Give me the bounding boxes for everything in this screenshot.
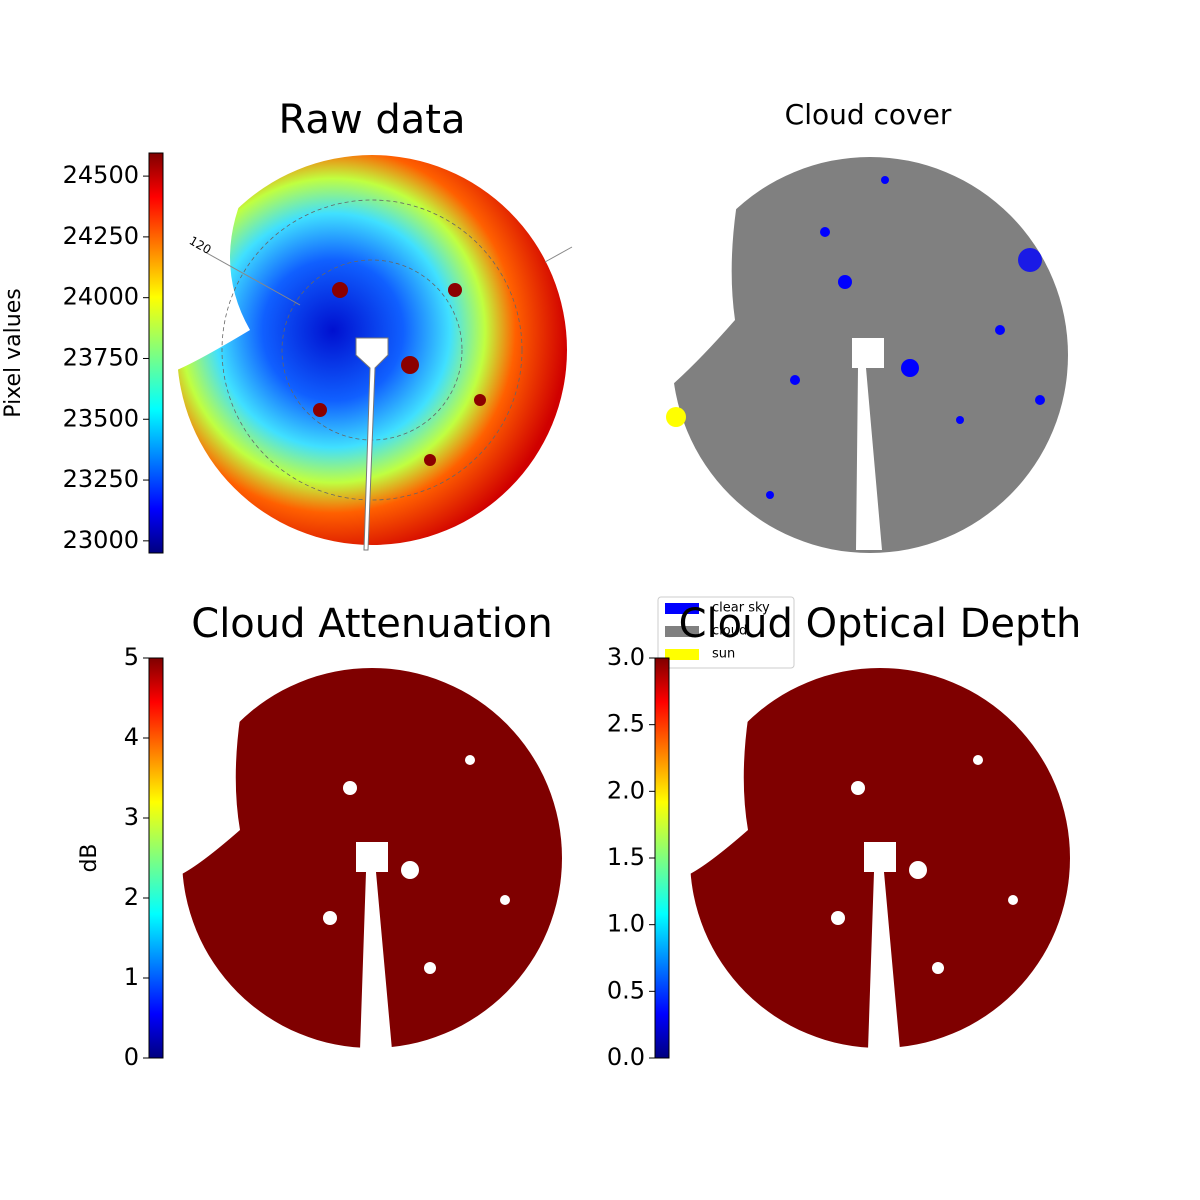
legend-label: clear sky	[712, 601, 770, 616]
panel-title: Raw data	[279, 97, 466, 143]
colorbar-tick-label: 5	[124, 643, 139, 671]
colorbar-tick-label: 1.5	[607, 843, 645, 871]
panel-title: Cloud Attenuation	[191, 601, 552, 647]
legend-swatch	[665, 603, 699, 614]
panel-title: Cloud Optical Depth	[679, 601, 1082, 647]
colorbar	[148, 657, 164, 1059]
colorbar-tick-label: 0.0	[607, 1043, 645, 1071]
colorbar-tick-label: 23000	[63, 526, 139, 554]
legend-label: cloud	[712, 624, 747, 639]
cloud-image	[666, 157, 1068, 553]
colorbar-tick-label: 3.0	[607, 643, 645, 671]
colorbar-tick-label: 4	[124, 723, 139, 751]
colorbar-tick-label: 2.5	[607, 710, 645, 738]
colorbar-tick-label: 0.5	[607, 976, 645, 1004]
colorbar	[654, 657, 670, 1059]
colorbar-tick-label: 23750	[63, 343, 139, 371]
colorbar	[148, 152, 164, 554]
attenuation-image	[180, 665, 562, 1050]
colorbar-tick-label: 0	[124, 1043, 139, 1071]
colorbar-tick-label: 2.0	[607, 776, 645, 804]
optical-depth-image	[688, 665, 1070, 1050]
colorbar-tick-label: 23500	[63, 404, 139, 432]
legend-swatch	[665, 649, 699, 660]
colorbar-tick-label: 23250	[63, 465, 139, 493]
raw-image	[177, 155, 573, 551]
legend-swatch	[665, 626, 699, 637]
colorbar-tick-label: 2	[124, 883, 139, 911]
colorbar-label: dB	[77, 843, 102, 872]
colorbar-tick-label: 1	[124, 963, 139, 991]
colorbar-tick-label: 24500	[63, 161, 139, 189]
colorbar-label: Pixel values	[1, 288, 26, 417]
colorbar-tick-label: 24250	[63, 222, 139, 250]
legend-label: sun	[712, 647, 735, 662]
colorbar-tick-label: 3	[124, 803, 139, 831]
panel-title: Cloud cover	[785, 98, 952, 131]
colorbar-tick-label: 1.0	[607, 910, 645, 938]
colorbar-tick-label: 24000	[63, 283, 139, 311]
